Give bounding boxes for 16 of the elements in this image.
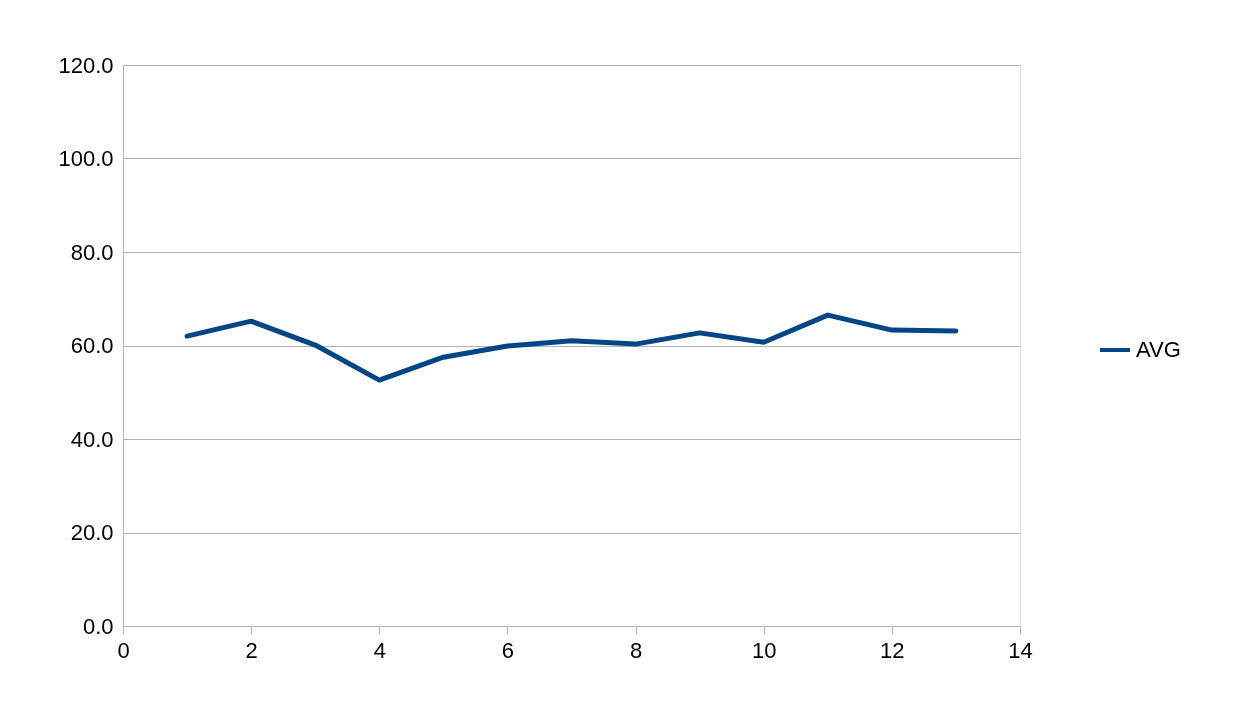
x-tick-label: 8 xyxy=(629,637,643,663)
y-tick-label: 100.0 xyxy=(58,146,114,171)
x-tick-label: 14 xyxy=(1008,637,1033,663)
y-tick-label: 40.0 xyxy=(70,426,114,452)
x-tick-label: 2 xyxy=(245,637,258,663)
x-tick-label: 12 xyxy=(880,637,905,663)
legend-label: AVG xyxy=(1136,337,1181,362)
x-tick-label: 4 xyxy=(373,637,386,663)
y-tick-label: 0.0 xyxy=(82,613,114,639)
y-tick-label: 60.0 xyxy=(70,333,114,358)
y-tick-label: 120.0 xyxy=(58,52,114,78)
x-tick-label: 10 xyxy=(751,637,777,663)
y-tick-label: 80.0 xyxy=(70,239,114,265)
x-tick-label: 0 xyxy=(117,637,130,663)
y-tick-label: 20.0 xyxy=(70,520,114,545)
x-tick-label: 6 xyxy=(501,637,515,663)
